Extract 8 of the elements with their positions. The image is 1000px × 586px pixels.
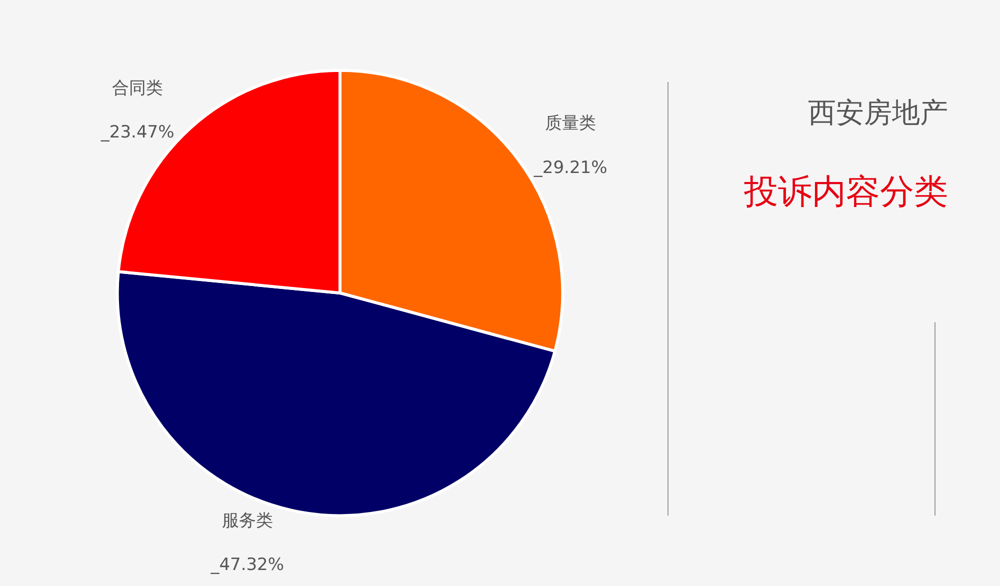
slice-label: 质量类 bbox=[545, 114, 596, 134]
text: 投诉内容分类 bbox=[743, 172, 948, 212]
data-label: _47.32% bbox=[210, 555, 284, 576]
slice-label: 服务类 bbox=[222, 511, 273, 532]
text: 西安房地产 bbox=[808, 96, 948, 129]
data-label: _23.47% bbox=[100, 122, 174, 143]
data-label: _29.21% bbox=[532, 158, 608, 178]
slice-label: 合同类 bbox=[112, 78, 164, 98]
